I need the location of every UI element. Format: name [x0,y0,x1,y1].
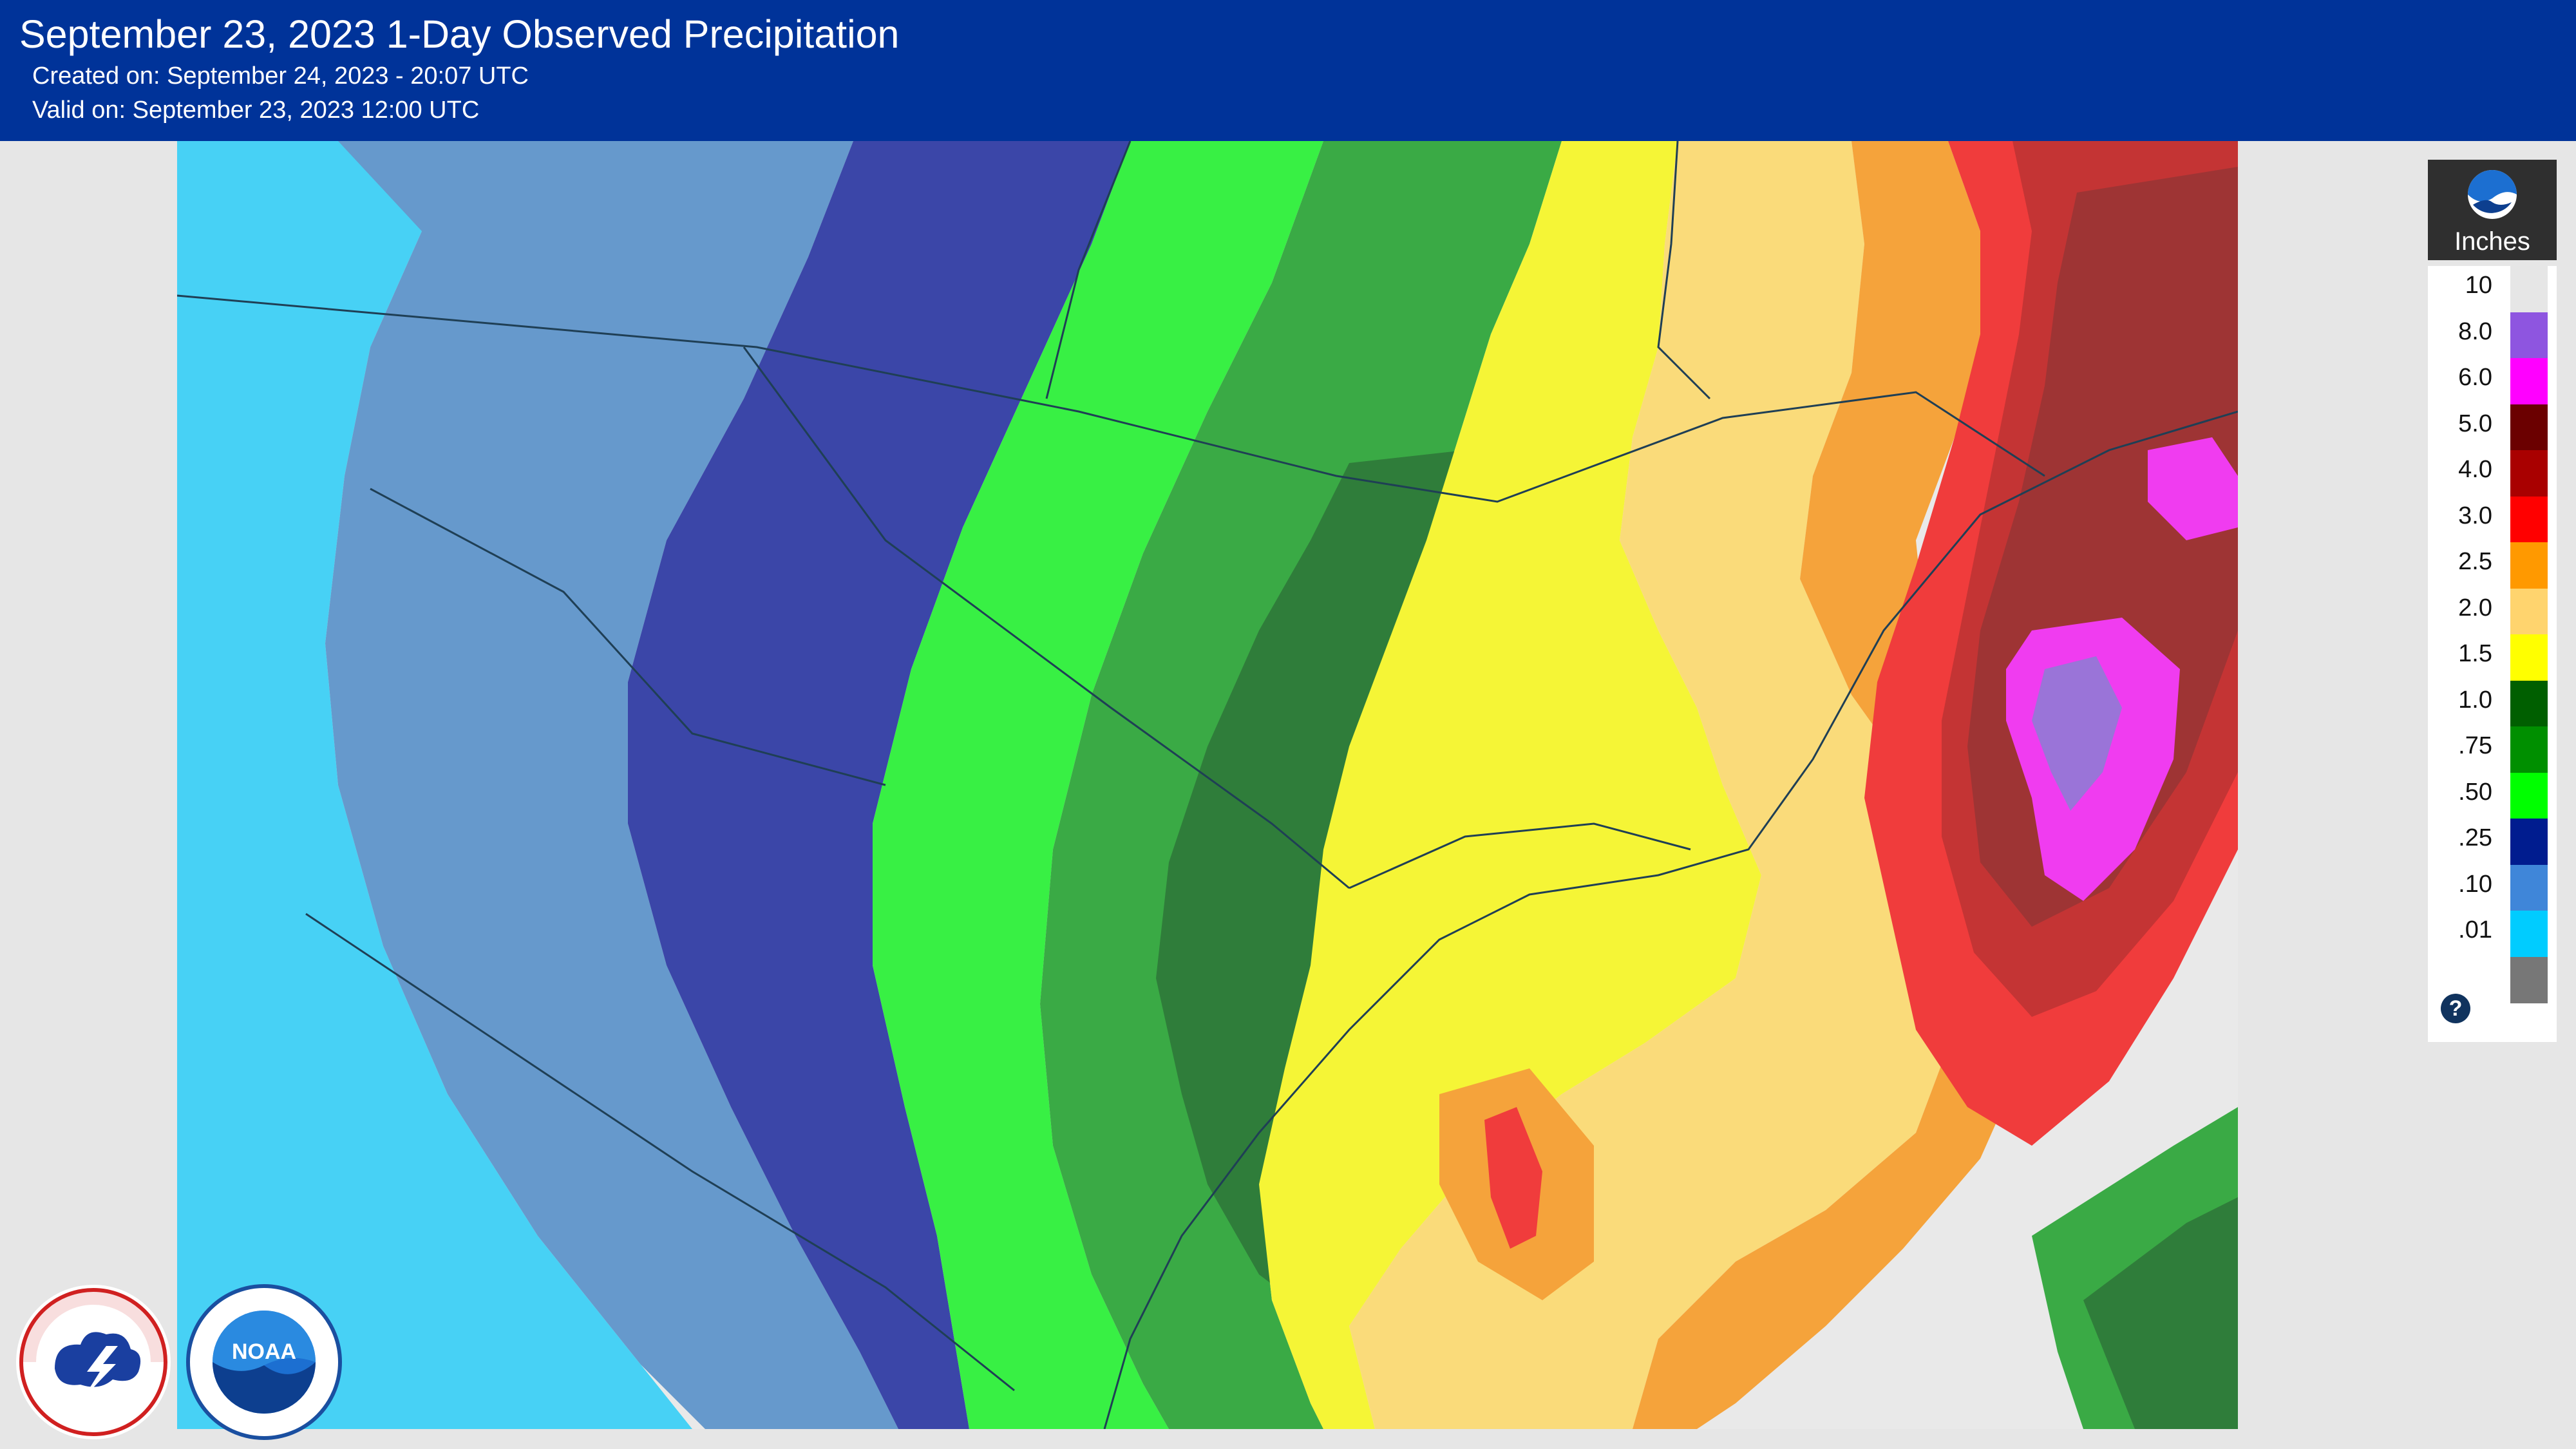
legend-swatch [2510,496,2548,543]
created-timestamp: Created on: September 24, 2023 - 20:07 U… [32,62,529,90]
legend-label: 4.0 [2458,456,2492,483]
legend-swatch [2510,819,2548,865]
legend-label: .50 [2458,778,2492,806]
band-mid-blue [325,141,898,1429]
legend-swatch [2510,772,2548,819]
legend-swatch [2510,312,2548,359]
precipitation-map[interactable] [177,141,2238,1429]
noaa-badge-text: NOAA [232,1340,296,1364]
legend-label: 8.0 [2458,317,2492,345]
band-red-south [1484,1107,1542,1249]
legend-label: 3.0 [2458,502,2492,529]
legend-label: 2.0 [2458,594,2492,621]
legend-label: 10 [2465,272,2492,299]
boundary-lines [177,141,2238,1429]
legend-label: 5.0 [2458,410,2492,437]
legend-swatch [2510,911,2548,957]
legend-swatch [2510,956,2548,1003]
band-purple [2032,656,2122,811]
legend-label: .01 [2458,916,2492,943]
legend-header: Inches [2428,160,2557,260]
legend-swatch [2510,266,2548,312]
noaa-emblem-icon [2468,170,2517,219]
band-dark-blue [628,141,1130,1429]
band-yellow [1259,141,1761,1429]
legend-units: Inches [2454,227,2530,256]
legend-swatch [2510,404,2548,451]
legend-label: .25 [2458,824,2492,851]
noaa-logo: NOAA [186,1284,342,1440]
band-bright-green [873,141,1323,1429]
legend-swatch [2510,634,2548,681]
legend-label: 2.5 [2458,548,2492,575]
valid-timestamp: Valid on: September 23, 2023 12:00 UTC [32,97,480,124]
band-light-blue [177,141,692,1429]
legend-scale: 10 8.0 6.0 5.0 4.0 3.0 2.5 2.0 1.5 1.0 .75 .50 .25 .1… [2428,266,2557,1042]
band-light-orange [1349,141,1955,1429]
map-title: September 23, 2023 1-Day Observed Precip… [19,12,900,56]
band-magenta-ne [2148,437,2238,540]
legend-swatch [2510,726,2548,773]
legend-swatch [2510,680,2548,727]
legend-swatch [2510,864,2548,911]
precipitation-legend: Inches 10 8.0 6.0 5.0 4.0 3.0 2.5 2.0 1.5 1.0 .75.… [2428,160,2557,1042]
legend-label: .75 [2458,732,2492,759]
legend-swatch [2510,588,2548,635]
legend-swatch [2510,358,2548,404]
precipitation-map-canvas [177,141,2238,1429]
header-bar: September 23, 2023 1-Day Observed Precip… [0,0,2576,141]
legend-label: 1.5 [2458,640,2492,667]
band-dark-green-se [2083,1197,2238,1429]
legend-swatch [2510,542,2548,589]
legend-label: 1.0 [2458,686,2492,714]
legend-label: 6.0 [2458,364,2492,391]
legend-swatch [2510,450,2548,497]
national-weather-service-logo [16,1285,171,1439]
help-question-icon[interactable]: ? [2441,994,2470,1023]
band-orange [1633,141,2032,1429]
legend-label: .10 [2458,870,2492,898]
